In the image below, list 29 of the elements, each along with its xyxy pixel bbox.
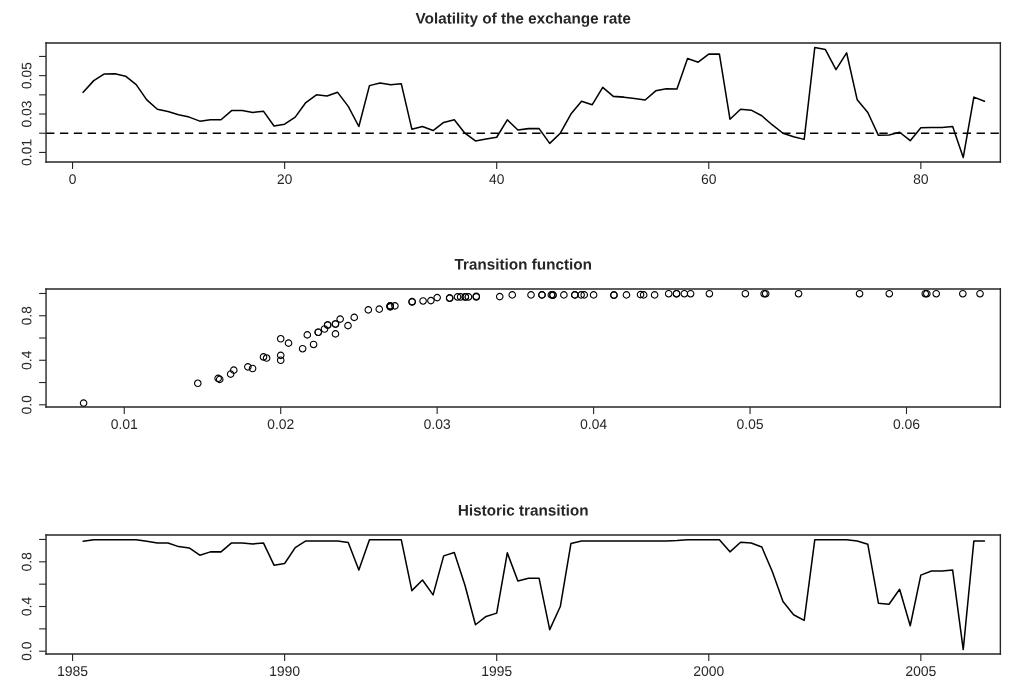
y-tick-label: 0.01 — [21, 139, 32, 166]
y-tick-label: 0.05 — [21, 62, 32, 89]
x-tick-label: 0.04 — [580, 419, 607, 430]
x-tick-label: 0.02 — [267, 419, 294, 430]
y-tick-label: 0.03 — [21, 101, 32, 127]
y-tick-label: 0.0 — [21, 642, 32, 661]
chart-title: Transition function — [454, 258, 592, 270]
y-tick-label: 0.4 — [21, 597, 32, 616]
line-series — [82, 538, 986, 651]
x-tick-label: 40 — [489, 174, 504, 185]
y-tick-label: 0.8 — [21, 552, 32, 571]
x-tick-label: 1985 — [58, 666, 88, 677]
chart-title: Volatility of the exchange rate — [415, 12, 631, 27]
x-tick-label: 2000 — [694, 666, 724, 677]
x-tick-label: 0 — [69, 174, 76, 185]
x-tick-label: 0.03 — [424, 419, 451, 430]
x-tick-label: 0.01 — [111, 419, 138, 430]
x-tick-label: 60 — [701, 174, 716, 185]
y-tick-label: 0.4 — [21, 351, 32, 370]
x-tick-label: 1990 — [270, 666, 300, 677]
x-tick-label: 0.05 — [737, 419, 763, 430]
x-tick-label: 2005 — [906, 666, 936, 677]
x-tick-label: 80 — [913, 174, 929, 185]
chart-title: Historic transition — [458, 504, 588, 516]
x-tick-label: 20 — [277, 174, 292, 185]
x-tick-label: 0.06 — [893, 419, 920, 430]
y-tick-label: 0.0 — [21, 395, 32, 414]
x-tick-label: 1995 — [482, 666, 512, 677]
y-tick-label: 0.8 — [21, 306, 32, 325]
